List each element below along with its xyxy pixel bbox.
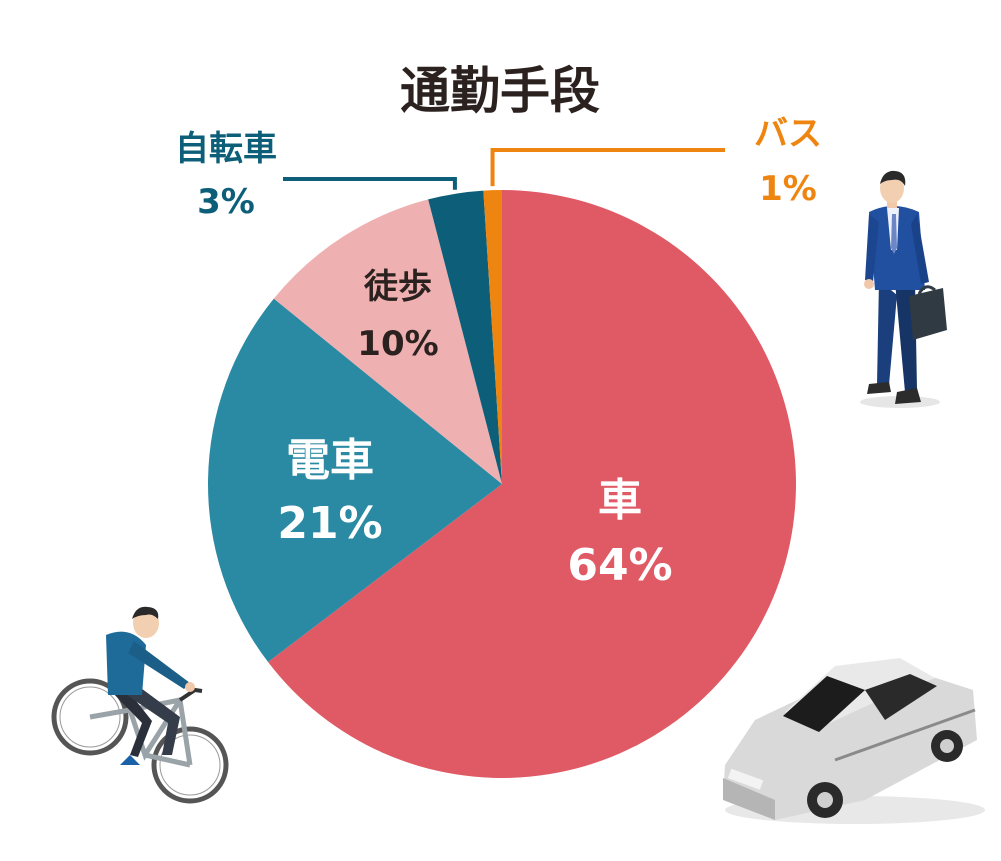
car-icon <box>723 658 985 824</box>
businessman-icon <box>860 170 947 408</box>
slice-labels: 車 64% 電車 21% 徒歩 10% 自転車 3% バス 1% <box>175 114 822 591</box>
pie-slice-3 <box>428 190 502 484</box>
pie-slice-1 <box>207 298 502 663</box>
slice-value-label-4: 1% <box>759 169 817 209</box>
chart-title: 通勤手段 <box>400 62 600 120</box>
leader-line-bus <box>490 148 725 187</box>
slice-value-label-3: 3% <box>197 182 255 222</box>
slice-value-label-0: 64% <box>567 540 672 591</box>
slice-value-label-1: 21% <box>277 498 382 549</box>
slice-value-label-2: 10% <box>357 324 438 364</box>
leader-line-bicycle <box>283 177 457 190</box>
slice-name-label-2: 徒歩 <box>363 267 432 307</box>
pie-slices <box>207 190 797 779</box>
leader-lines <box>283 148 725 190</box>
cyclist-icon <box>51 606 229 804</box>
pie-slice-4 <box>483 190 502 484</box>
pie-slice-2 <box>273 199 502 484</box>
slice-name-label-1: 電車 <box>286 435 374 486</box>
slice-name-label-0: 車 <box>598 475 642 526</box>
slice-name-label-3: 自転車 <box>175 129 277 169</box>
slice-name-label-4: バス <box>754 114 822 154</box>
pie-slice-0 <box>268 190 797 779</box>
